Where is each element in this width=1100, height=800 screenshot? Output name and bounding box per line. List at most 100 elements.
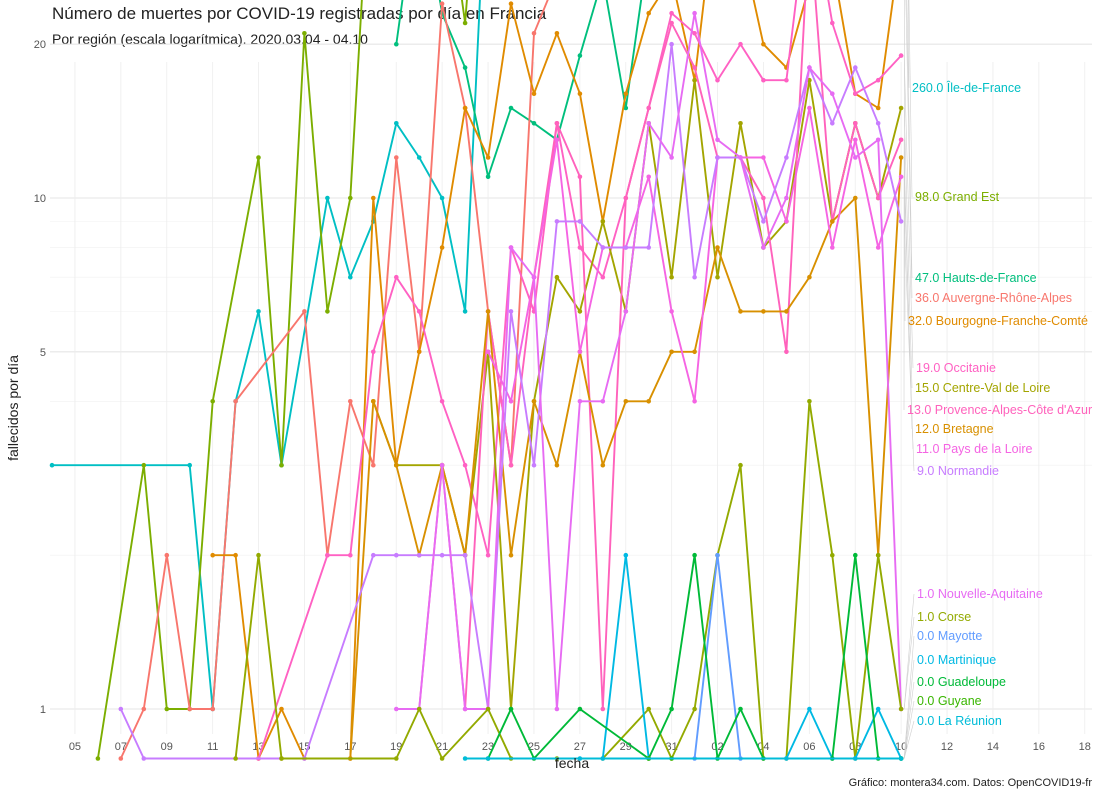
data-point [554,31,560,36]
data-point [394,41,399,47]
data-point [784,195,789,201]
y-axis-ticks: 15102050100200 [34,39,46,716]
data-point [715,274,720,280]
series-line [487,107,903,403]
data-point [623,309,629,314]
data-point [371,552,376,558]
data-point [508,552,514,558]
data-point [784,349,789,355]
data-point [371,399,376,404]
label-leader-line [903,108,913,389]
data-point [348,399,353,404]
data-point [577,91,583,96]
data-point [807,706,812,712]
data-point [738,309,743,314]
data-point [325,195,330,201]
data-point [462,552,468,558]
data-point [187,706,192,712]
data-point [394,155,399,160]
x-tick-label: 05 [69,741,81,753]
data-point [394,274,399,280]
data-point [531,91,537,96]
data-point [692,77,697,83]
data-point [875,77,881,83]
data-point [853,137,858,143]
data-point [692,349,697,355]
data-point [875,245,881,250]
label-leader-line [903,635,915,759]
data-point [875,195,881,201]
series-end-label: 260.0 Île-de-France [912,80,1021,95]
data-point [898,219,904,224]
data-point [853,65,858,70]
data-point [233,756,238,761]
x-tick-label: 27 [574,741,586,753]
data-point [531,462,537,468]
series-end-label: 0.0 La Réunion [917,714,1002,728]
data-point [439,756,445,761]
series-end-label: 36.0 Auvergne-Rhône-Alpes [915,291,1072,305]
y-tick-label: 5 [40,347,46,359]
data-point [600,245,606,250]
data-point [279,756,284,761]
data-point [577,53,583,58]
data-point [830,219,835,224]
data-point [875,137,881,143]
data-point [577,245,583,250]
label-leaders [903,0,915,759]
data-point [761,309,766,314]
data-point [95,756,101,761]
data-point [669,309,674,314]
y-tick-label: 20 [34,39,46,51]
data-point [348,274,353,280]
data-point [416,552,422,558]
data-point [531,121,537,126]
data-point [669,155,674,160]
data-point [233,552,238,558]
data-point [692,65,697,70]
series-line [119,0,549,759]
label-leader-line [905,0,913,299]
label-leader-line [903,593,915,710]
data-point [830,121,835,126]
data-point [187,462,192,468]
data-point [898,53,904,58]
data-point [439,552,445,558]
label-leader-line [903,221,915,472]
data-point [485,706,491,712]
data-point [531,31,537,36]
data-point [394,706,399,712]
data-point [761,77,766,83]
data-point [600,274,606,280]
data-point [646,174,651,180]
x-tick-label: 16 [1033,741,1045,753]
data-point [508,105,514,111]
data-point [141,756,147,761]
data-point [256,309,261,314]
data-point [898,174,904,180]
data-point [692,274,697,280]
label-leader-line [903,720,915,759]
data-point [784,219,789,224]
data-point [508,309,514,314]
chart-caption: Gráfico: montera34.com. Datos: OpenCOVID… [848,777,1092,789]
label-leader-line [903,616,915,710]
data-point [784,155,789,160]
y-tick-label: 1 [40,704,46,716]
series-end-label: 1.0 Corse [917,610,971,624]
data-point [669,274,674,280]
data-point [394,121,399,126]
data-point [898,137,904,143]
x-tick-label: 18 [1079,741,1091,753]
series-end-label: 0.0 Martinique [917,653,996,667]
data-point [830,20,835,26]
data-point [485,155,491,160]
data-point [416,309,422,314]
data-point [577,219,583,224]
data-point [669,10,674,16]
data-point [898,155,904,160]
data-point [256,155,261,160]
data-point [348,552,353,558]
x-tick-label: 14 [987,741,999,753]
